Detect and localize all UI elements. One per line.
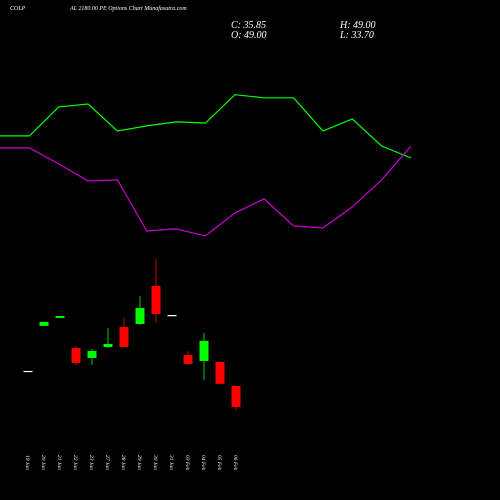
candle-body [23,370,33,373]
x-tick-label: 27 Jan [104,455,110,470]
candle-body [71,347,81,363]
x-tick-label: 05 Feb [216,455,222,471]
candle-body [55,315,65,318]
close-label: C: 35.85 [231,20,266,31]
x-tick-label: 28 Jan [120,455,126,470]
x-tick-label: 04 Feb [200,455,207,471]
x-tick-label: 22 Jan [72,455,78,470]
candle-body [135,307,145,324]
x-tick-label: 20 Jan [40,455,46,470]
x-tick-label: 21 Jan [56,455,62,470]
chart-title: AL 2180.00 PE Options Chart Munafasutra.… [69,5,187,12]
candle-body [151,285,161,314]
candle-body [119,326,129,347]
candle-body [215,361,225,384]
open-label: O: 49.00 [231,30,267,41]
indicator-line [0,94,412,159]
high-label: H: 49.00 [339,20,376,31]
candle-body [87,350,97,358]
candle-body [167,315,177,317]
symbol: COLP [10,6,26,12]
x-tick-label: 19 Jan [24,455,30,470]
x-tick-label: 23 Jan [88,455,94,470]
candle-body [103,343,113,347]
candle-body [231,385,241,407]
x-tick-label: 03 Feb [184,455,190,471]
x-tick-label: 30 Jan [152,454,158,470]
low-label: L: 33.70 [339,30,374,41]
x-tick-label: 31 Jan [168,454,174,470]
x-tick-label: 29 Jan [136,455,142,470]
candle-body [183,354,193,364]
candle-body [199,340,209,362]
candle-body [39,321,49,326]
indicator-line [0,145,412,237]
x-tick-label: 06 Feb [232,455,238,471]
